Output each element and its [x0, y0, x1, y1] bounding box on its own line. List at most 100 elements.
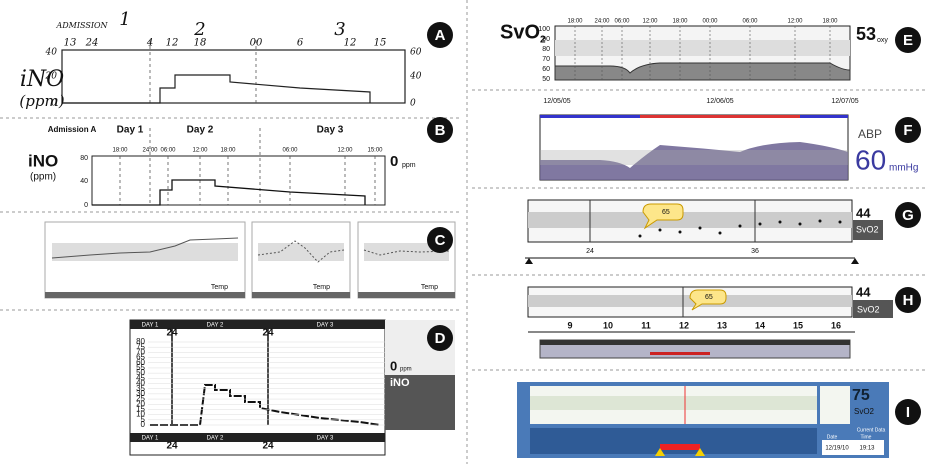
hour-label: 12	[344, 38, 357, 49]
time-bar	[358, 292, 455, 298]
tick-label: 60	[542, 66, 550, 73]
range-handles	[655, 448, 705, 456]
time-bar	[45, 292, 245, 298]
temp-label: Temp	[211, 284, 228, 291]
day-label: 1	[119, 9, 130, 30]
day-label: DAY 3	[317, 323, 334, 329]
readout-label: SvO2	[854, 407, 875, 416]
panel-letter-badge	[427, 22, 453, 48]
hour-label: 12	[679, 320, 689, 330]
normal-band	[364, 243, 449, 261]
chart-title: SvO	[500, 21, 540, 43]
hour-label: 18:00	[567, 19, 583, 25]
hour-label: 18:00	[672, 19, 688, 25]
normal-band	[528, 295, 852, 307]
date-label: 12/07/05	[831, 98, 858, 105]
tick-label: 100	[538, 26, 550, 33]
normal-band	[555, 40, 850, 56]
info-box	[822, 440, 884, 455]
hour-label: 12	[166, 38, 179, 49]
day-label: Day 2	[187, 125, 214, 136]
panel-letter: C	[435, 232, 446, 249]
hour-label: 18:00	[822, 19, 838, 25]
readout-value: 53	[856, 24, 876, 44]
tick-label: 45	[136, 373, 145, 382]
panel-letter: B	[435, 122, 446, 139]
tick-label: 50	[136, 368, 145, 377]
panel-letter: E	[903, 32, 913, 49]
day-label: Day 1	[117, 125, 144, 136]
temp-trace	[257, 240, 345, 263]
hour-label: 15	[374, 38, 387, 49]
normal-band	[530, 396, 817, 410]
panel-letter: F	[903, 122, 912, 139]
timeline	[530, 428, 817, 454]
tick-label: 55	[136, 363, 145, 372]
hour-label: 18:00	[112, 148, 128, 154]
temp-trace	[51, 237, 239, 259]
tick-label: 90	[542, 36, 550, 43]
tick-label: 70	[136, 347, 145, 356]
midnight-label: 24	[166, 441, 178, 452]
tick-label: 30	[136, 389, 145, 398]
callout	[642, 203, 684, 230]
hour-label: 12:00	[192, 148, 208, 154]
panel-letter-badge	[895, 399, 921, 425]
callout-label: 65	[662, 209, 670, 216]
tick-label: 80	[80, 155, 88, 162]
hour-label: 13	[717, 320, 727, 330]
chart-title: ABP	[858, 127, 882, 141]
label: Admission A	[48, 125, 97, 134]
tick-label: 40	[136, 379, 145, 388]
tick-label: 70	[542, 56, 550, 63]
hour-label: 06:00	[160, 148, 176, 154]
panel-letter-badge	[427, 117, 453, 143]
panel-letter: D	[435, 330, 446, 347]
svo2-dots	[638, 219, 842, 238]
tick-label: 15	[136, 405, 145, 414]
header-label: Time	[861, 434, 872, 440]
day-bar	[130, 433, 385, 442]
readout-value: 0	[390, 358, 397, 373]
tick-label: 40	[80, 178, 88, 185]
hour-label: 00:00	[702, 19, 718, 25]
readout-unit: ppm	[400, 367, 412, 373]
date-value: 12/19/10	[825, 446, 849, 452]
tick-label: 5	[141, 415, 146, 424]
hour-label: 14	[755, 320, 765, 330]
hour-label: 6	[297, 38, 304, 49]
sketch-title: iNO	[20, 67, 64, 92]
hour-label: 12:00	[787, 19, 803, 25]
panel-letter-badge	[427, 325, 453, 351]
day-label: DAY 2	[207, 436, 224, 442]
label: ADMISSION	[55, 21, 108, 30]
tick-label: 40	[409, 72, 422, 82]
abp-area	[540, 142, 848, 180]
tick-label: 20	[45, 72, 58, 82]
tick-label: 50	[542, 76, 550, 83]
tick-label: 40	[45, 48, 58, 58]
panel-letter-badge	[895, 287, 921, 313]
readout-unit: oxy	[877, 37, 888, 44]
readout-value: 60	[855, 144, 886, 175]
tick-label: 35	[136, 384, 145, 393]
panel-letter: H	[903, 292, 914, 309]
chart-box	[91, 155, 386, 206]
hour-label: 06:00	[742, 19, 758, 25]
panel-c	[44, 221, 456, 299]
callout	[689, 289, 727, 311]
selection	[650, 352, 710, 355]
temp-trace	[363, 249, 450, 256]
midnight-label: 24	[262, 328, 274, 339]
panel-letter-badge	[895, 202, 921, 228]
readout-unit: mmHg	[889, 163, 918, 174]
day-label: 2	[193, 19, 205, 40]
chart-title: iNO	[28, 151, 58, 170]
readout-unit: ppm	[402, 162, 416, 169]
panel-letter-badge	[895, 27, 921, 53]
ino-trace	[150, 384, 381, 426]
hour-label: 18	[194, 38, 207, 49]
readout-value: 75	[852, 387, 870, 404]
midnight-label: 24	[166, 328, 178, 339]
panel-letter: G	[902, 207, 914, 224]
